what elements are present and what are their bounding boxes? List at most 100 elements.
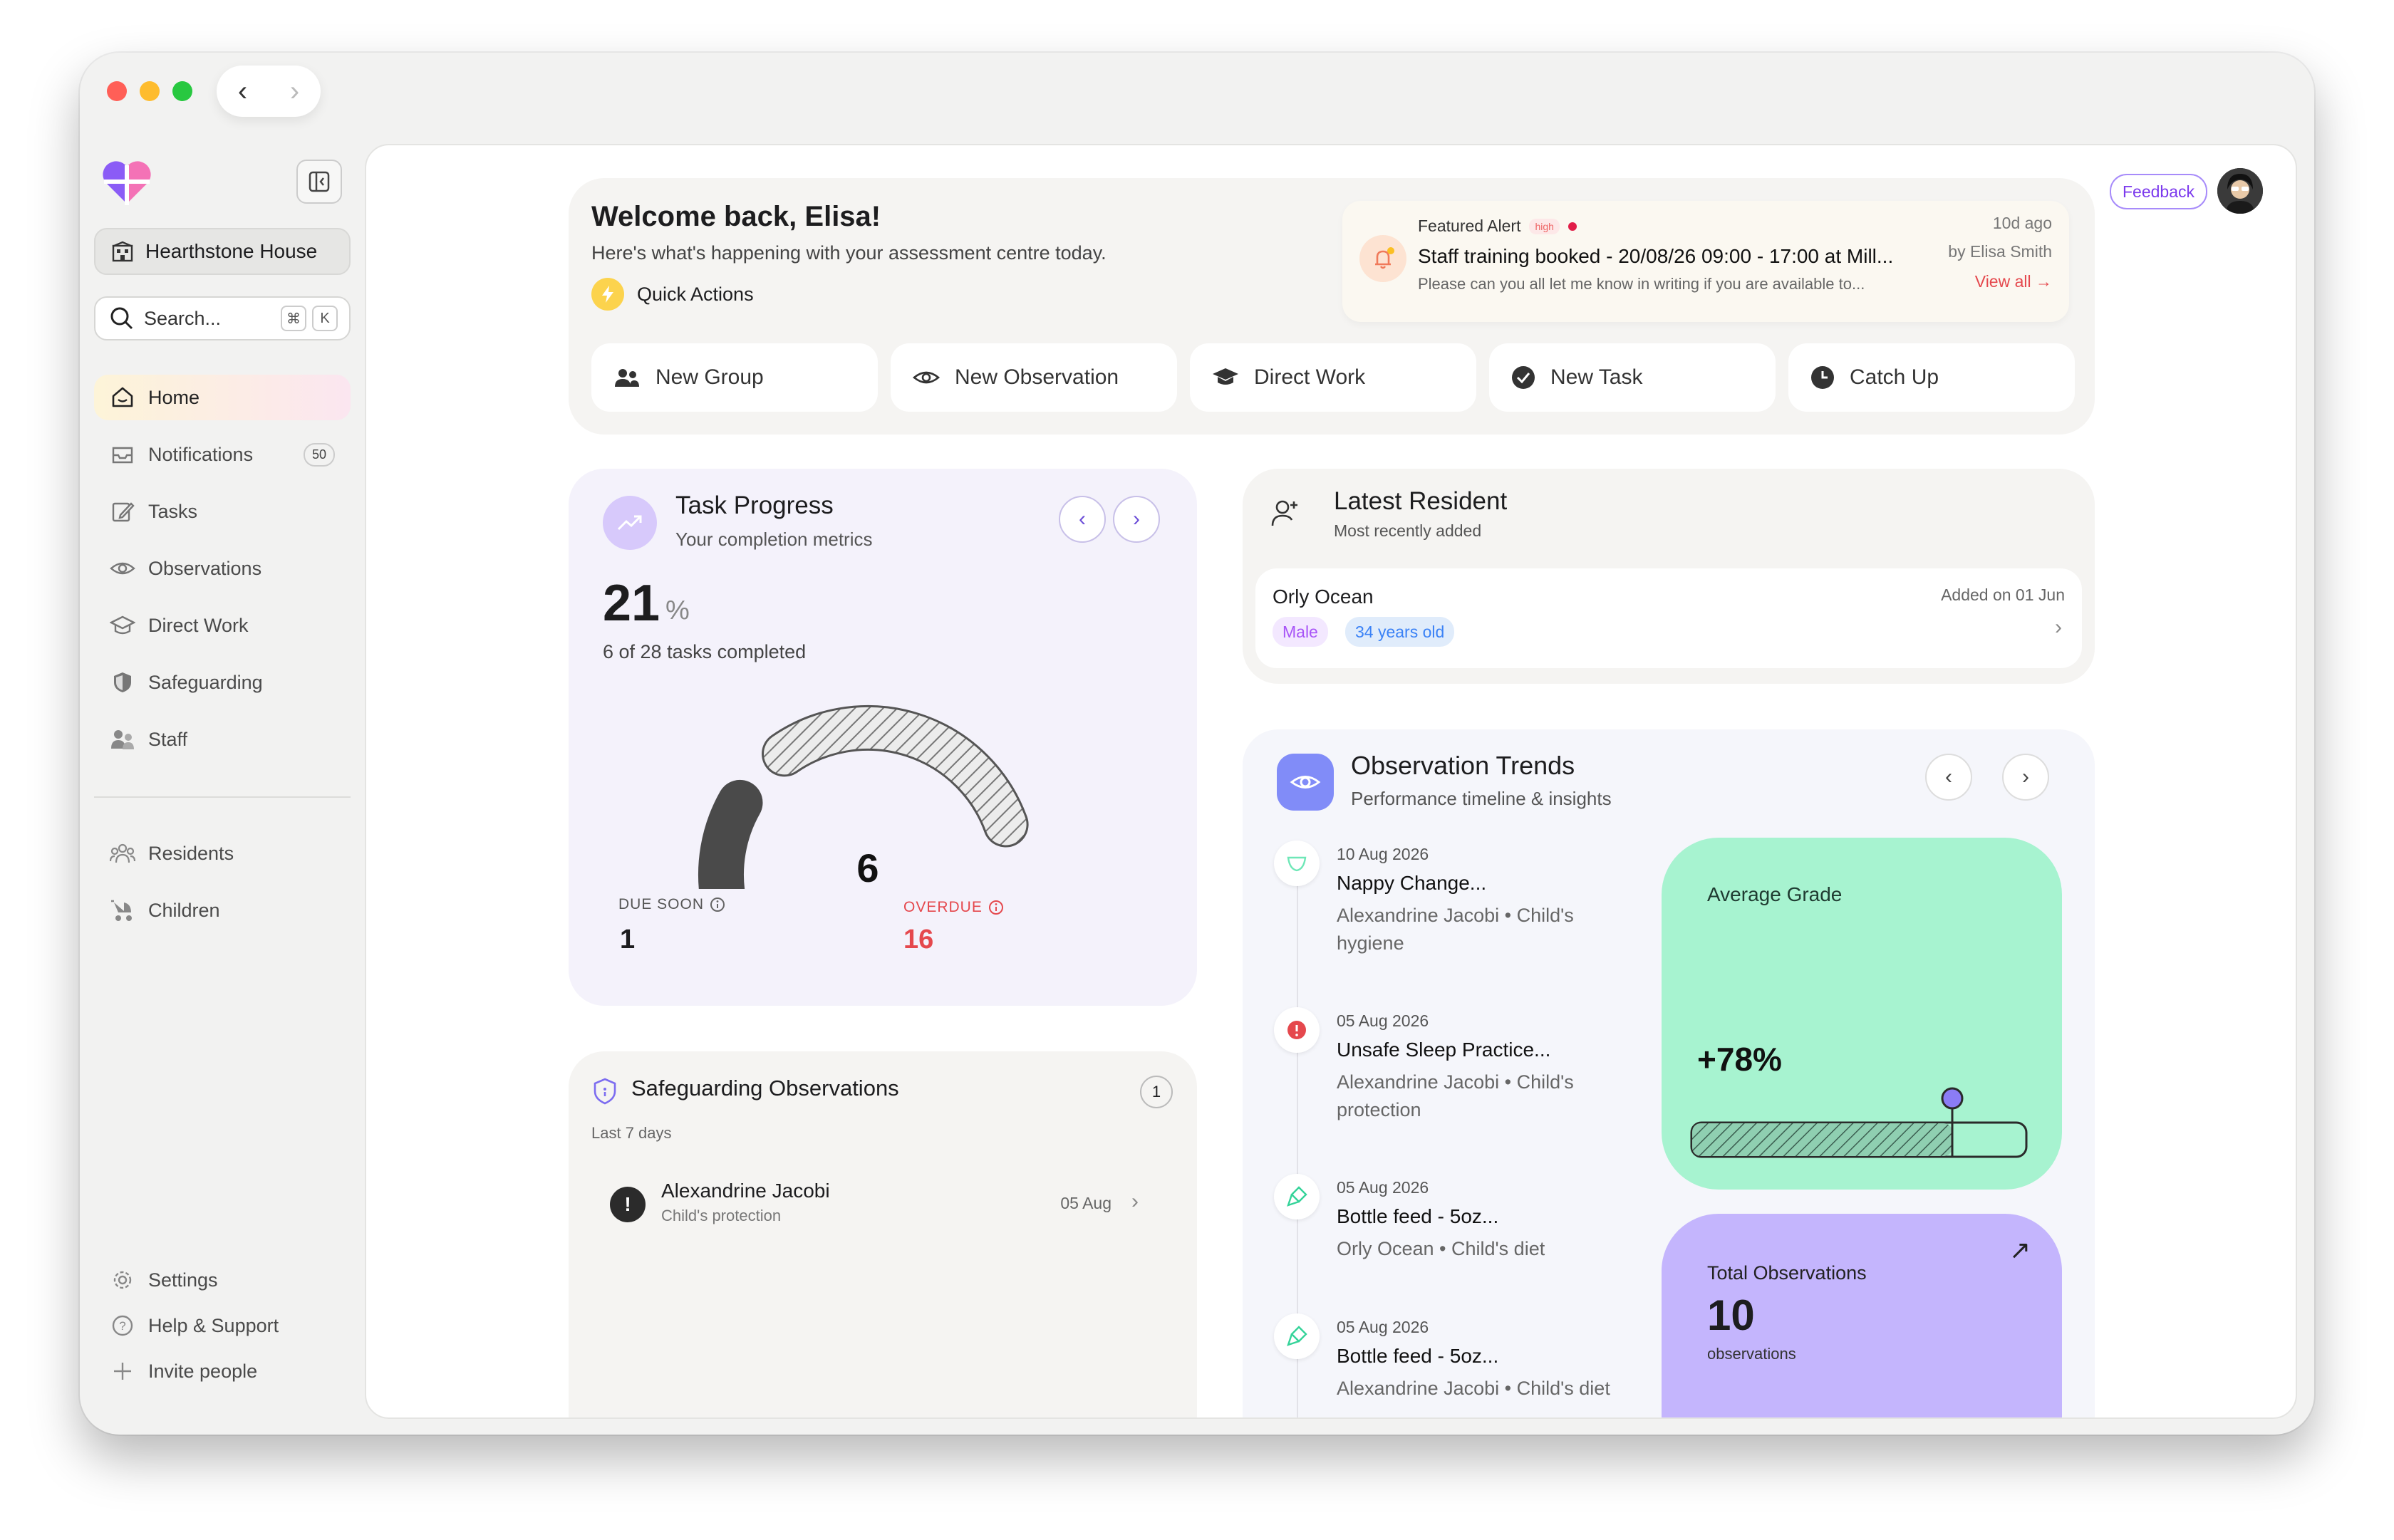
direct-work-button[interactable]: Direct Work — [1190, 343, 1476, 412]
action-label: Catch Up — [1850, 365, 1939, 389]
chevron-right-icon: › — [1133, 507, 1140, 531]
quick-actions-label: Quick Actions — [591, 278, 754, 311]
trends-title: Observation Trends — [1351, 751, 1575, 780]
sidebar-item-label: Direct Work — [148, 614, 249, 636]
overdue-text: OVERDUE — [903, 899, 983, 915]
resident-card[interactable]: Orly Ocean Male 34 years old Added on 01… — [1255, 568, 2082, 668]
minimize-window-button[interactable] — [140, 81, 160, 101]
quick-actions-text: Quick Actions — [637, 283, 754, 305]
sidebar-item-label: Observations — [148, 557, 262, 579]
trends-subtitle: Performance timeline & insights — [1351, 788, 1612, 809]
action-label: Direct Work — [1254, 365, 1366, 389]
eye-icon — [110, 556, 135, 581]
search-placeholder: Search... — [144, 307, 222, 329]
sidebar-divider — [94, 796, 351, 798]
total-observations-label: Total Observations — [1707, 1262, 1867, 1284]
sidebar-item-label: Home — [148, 386, 200, 408]
eye-icon — [1277, 754, 1334, 811]
next-button[interactable]: › — [1113, 496, 1160, 543]
eye-icon — [912, 371, 940, 384]
collapse-sidebar-button[interactable] — [296, 160, 342, 204]
history-nav: ‹ › — [217, 66, 321, 117]
search-input[interactable]: Search... ⌘ K — [94, 296, 351, 340]
prev-button[interactable]: ‹ — [1059, 496, 1106, 543]
sidebar-item-observations[interactable]: Observations — [94, 546, 351, 591]
search-shortcut: ⌘ K — [281, 306, 338, 331]
task-progress-subtitle: Your completion metrics — [675, 529, 873, 550]
info-icon[interactable] — [988, 900, 1004, 915]
alert-icon — [1274, 1007, 1320, 1053]
sidebar-item-label: Safeguarding — [148, 671, 263, 693]
sidebar-item-home[interactable]: Home — [94, 375, 351, 420]
alert-label-text: Featured Alert — [1418, 217, 1521, 235]
zoom-window-button[interactable] — [172, 81, 192, 101]
task-progress-card: Task Progress Your completion metrics ‹ … — [569, 469, 1197, 1006]
help-icon: ? — [110, 1313, 135, 1338]
catch-up-button[interactable]: Catch Up — [1788, 343, 2075, 412]
prev-button[interactable]: ‹ — [1925, 754, 1972, 801]
featured-alert[interactable]: Featured Alert high Staff training booke… — [1342, 201, 2069, 322]
search-icon — [110, 307, 133, 330]
due-soon-value: 1 — [620, 925, 636, 954]
welcome-title: Welcome back, Elisa! — [591, 201, 881, 232]
new-observation-button[interactable]: New Observation — [891, 343, 1177, 412]
nappy-icon — [1274, 841, 1320, 886]
heart-logo-icon — [103, 161, 151, 205]
average-grade-card: Average Grade +78% — [1662, 838, 2062, 1190]
alert-label: Featured Alert high — [1418, 217, 1577, 236]
observation-date: 05 Aug 2026 — [1337, 1318, 1429, 1336]
lightning-icon — [591, 278, 624, 311]
info-icon[interactable] — [710, 897, 725, 912]
average-grade-value: +78% — [1697, 1041, 1782, 1078]
feedback-button[interactable]: Feedback — [2109, 174, 2207, 209]
welcome-panel: Welcome back, Elisa! Here's what's happe… — [569, 178, 2095, 435]
back-arrow-icon[interactable]: ‹ — [237, 75, 248, 107]
sidebar-item-label: Children — [148, 899, 220, 921]
new-task-button[interactable]: New Task — [1489, 343, 1776, 412]
chevron-right-icon: › — [1131, 1190, 1139, 1213]
sidebar-item-label: Staff — [148, 728, 188, 750]
cmd-key: ⌘ — [281, 306, 306, 331]
added-date: Added on 01 Jun — [1941, 586, 2065, 604]
total-observations-card[interactable]: ↗ Total Observations 10 observations — [1662, 1214, 2062, 1417]
sidebar-item-staff[interactable]: Staff — [94, 717, 351, 762]
observation-title: Nappy Change... — [1337, 872, 1487, 894]
age-badge: 34 years old — [1345, 617, 1455, 647]
shield-icon — [110, 670, 135, 695]
avatar[interactable] — [2217, 168, 2263, 214]
forward-arrow-icon[interactable]: › — [289, 75, 300, 107]
bottle-icon — [1274, 1174, 1320, 1219]
sidebar-item-invite[interactable]: Invite people — [94, 1353, 351, 1389]
sidebar-item-tasks[interactable]: Tasks — [94, 489, 351, 534]
alert-description: Please can you all let me know in writin… — [1418, 275, 1865, 293]
sidebar-item-help[interactable]: ? Help & Support — [94, 1308, 351, 1343]
new-group-button[interactable]: New Group — [591, 343, 878, 412]
latest-resident-subtitle: Most recently added — [1334, 521, 1482, 540]
latest-resident-card: Latest Resident Most recently added Orly… — [1243, 469, 2095, 684]
due-soon-text: DUE SOON — [618, 896, 705, 912]
home-icon — [110, 385, 135, 410]
sidebar-item-direct-work[interactable]: Direct Work — [94, 603, 351, 648]
close-window-button[interactable] — [107, 81, 127, 101]
sidebar-item-safeguarding[interactable]: Safeguarding — [94, 660, 351, 705]
safeguarding-range: Last 7 days — [591, 1124, 672, 1142]
main-nav: Home Notifications 50 Tasks Observation — [94, 375, 351, 774]
priority-badge: high — [1529, 218, 1560, 234]
next-button[interactable]: › — [2002, 754, 2049, 801]
sidebar-item-notifications[interactable]: Notifications 50 — [94, 432, 351, 477]
sidebar-item-settings[interactable]: Settings — [94, 1262, 351, 1298]
observation-meta: Alexandrine Jacobi • Child's protection — [1337, 1071, 1574, 1121]
grade-bar — [1690, 1087, 2028, 1158]
house-selector[interactable]: Hearthstone House — [94, 228, 351, 275]
bell-icon — [1359, 235, 1406, 282]
alert-time: 10d ago — [1992, 214, 2052, 232]
list-item[interactable]: ! Alexandrine Jacobi Child's protection … — [591, 1168, 1174, 1242]
sidebar-item-residents[interactable]: Residents — [94, 831, 351, 876]
house-name: Hearthstone House — [145, 240, 318, 262]
sidebar: Hearthstone House Search... ⌘ K Home — [80, 53, 365, 1435]
progress-gauge: 6 — [698, 704, 1029, 889]
view-all-link[interactable]: View all → — [1974, 272, 2052, 291]
resident-name: Alexandrine Jacobi — [661, 1180, 830, 1202]
observation-date: 05 Aug 2026 — [1337, 1011, 1429, 1030]
sidebar-item-children[interactable]: Children — [94, 888, 351, 933]
